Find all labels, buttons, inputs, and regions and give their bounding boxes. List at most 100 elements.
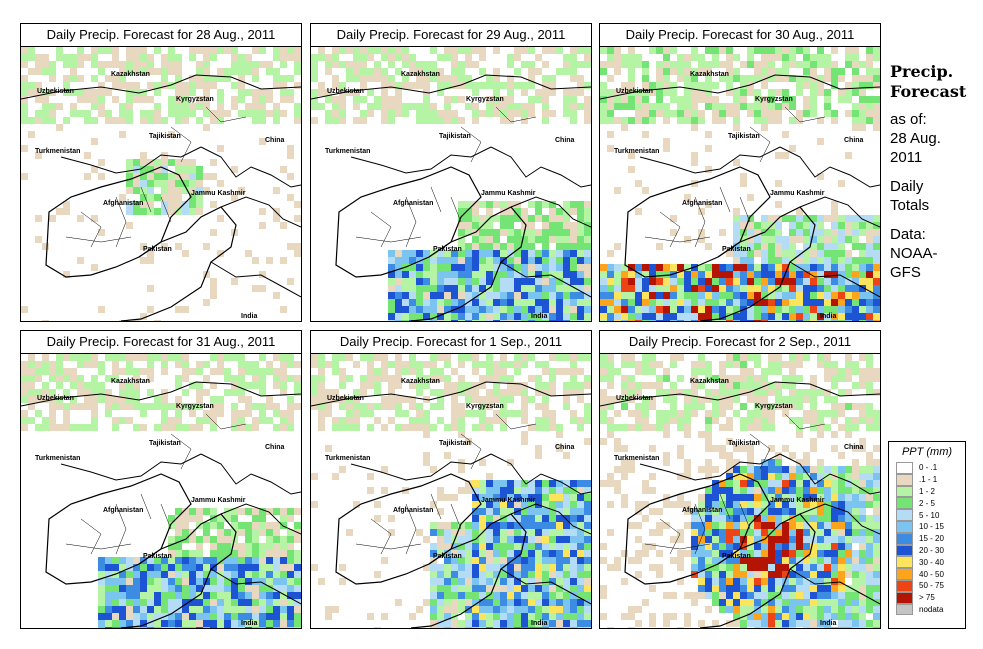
- precip-cell: [542, 389, 549, 396]
- precip-cell: [768, 543, 775, 550]
- precip-cell: [42, 417, 49, 424]
- precip-cell: [691, 285, 698, 292]
- precip-cell: [824, 257, 831, 264]
- precip-cell: [584, 208, 591, 215]
- precip-cell: [563, 250, 570, 257]
- precip-cell: [607, 306, 614, 313]
- precip-cell: [112, 82, 119, 89]
- precip-cell: [182, 375, 189, 382]
- precip-cell: [423, 382, 430, 389]
- precip-cell: [388, 313, 395, 320]
- precip-cell: [493, 320, 500, 321]
- precip-cell: [430, 299, 437, 306]
- precip-cell: [726, 278, 733, 285]
- precip-cell: [705, 431, 712, 438]
- precip-cell: [584, 522, 591, 529]
- country-border: [500, 568, 591, 605]
- precip-cell: [294, 536, 301, 543]
- precip-cell: [273, 564, 280, 571]
- precip-cell: [740, 236, 747, 243]
- precip-cell: [381, 368, 388, 375]
- precip-cell: [294, 592, 301, 599]
- precip-cell: [663, 138, 670, 145]
- precip-cell: [614, 292, 621, 299]
- precip-cell: [803, 550, 810, 557]
- precip-cell: [514, 271, 521, 278]
- precip-map: KazakhstanUzbekistanKyrgyzstanTajikistan…: [21, 47, 301, 321]
- precip-cell: [691, 75, 698, 82]
- precip-cell: [119, 578, 126, 585]
- precip-cell: [98, 557, 105, 564]
- precip-cell: [570, 564, 577, 571]
- precip-cell: [168, 103, 175, 110]
- precip-cell: [287, 354, 294, 361]
- precip-cell: [507, 82, 514, 89]
- precip-cell: [388, 75, 395, 82]
- precip-cell: [84, 54, 91, 61]
- precip-cell: [535, 571, 542, 578]
- precip-cell: [549, 250, 556, 257]
- precip-cell: [859, 606, 866, 613]
- precip-cell: [677, 264, 684, 271]
- precip-cell: [126, 103, 133, 110]
- precip-cell: [726, 299, 733, 306]
- precip-cell: [514, 306, 521, 313]
- precip-cell: [140, 208, 147, 215]
- precip-cell: [747, 487, 754, 494]
- precip-cell: [493, 620, 500, 627]
- precip-cell: [182, 166, 189, 173]
- precip-cell: [472, 543, 479, 550]
- precip-cell: [175, 585, 182, 592]
- precip-cell: [493, 299, 500, 306]
- precip-cell: [535, 592, 542, 599]
- precip-cell: [768, 620, 775, 627]
- precip-cell: [803, 257, 810, 264]
- precip-cell: [287, 278, 294, 285]
- precip-cell: [112, 424, 119, 431]
- precip-cell: [719, 424, 726, 431]
- precip-cell: [789, 96, 796, 103]
- precip-cell: [831, 264, 838, 271]
- precip-cell: [570, 361, 577, 368]
- precip-cell: [353, 75, 360, 82]
- precip-cell: [423, 68, 430, 75]
- precip-cell: [318, 424, 325, 431]
- precip-cell: [838, 466, 845, 473]
- precip-cell: [465, 61, 472, 68]
- precip-cell: [437, 396, 444, 403]
- precip-cell: [500, 117, 507, 124]
- precip-cell: [437, 250, 444, 257]
- precip-cell: [381, 487, 388, 494]
- precip-cell: [423, 564, 430, 571]
- precip-cell: [570, 68, 577, 75]
- country-border: [789, 261, 880, 298]
- precip-cell: [486, 82, 493, 89]
- precip-cell: [535, 452, 542, 459]
- precip-grid: [600, 47, 880, 321]
- precip-cell: [852, 508, 859, 515]
- precip-cell: [500, 620, 507, 627]
- precip-cell: [486, 271, 493, 278]
- precip-cell: [642, 61, 649, 68]
- precip-cell: [663, 620, 670, 627]
- precip-cell: [584, 285, 591, 292]
- precip-cell: [635, 410, 642, 417]
- precip-cell: [796, 466, 803, 473]
- precip-cell: [810, 557, 817, 564]
- precip-cell: [817, 522, 824, 529]
- precip-cell: [294, 103, 301, 110]
- precip-cell: [318, 354, 325, 361]
- precip-cell: [670, 215, 677, 222]
- precip-cell: [238, 599, 245, 606]
- precip-cell: [726, 501, 733, 508]
- precip-cell: [528, 606, 535, 613]
- precip-cell: [733, 285, 740, 292]
- precip-cell: [367, 473, 374, 480]
- precip-cell: [507, 515, 514, 522]
- precip-cell: [810, 480, 817, 487]
- precip-cell: [273, 585, 280, 592]
- precip-cell: [810, 96, 817, 103]
- precip-cell: [91, 47, 98, 54]
- precip-cell: [182, 403, 189, 410]
- precip-cell: [810, 501, 817, 508]
